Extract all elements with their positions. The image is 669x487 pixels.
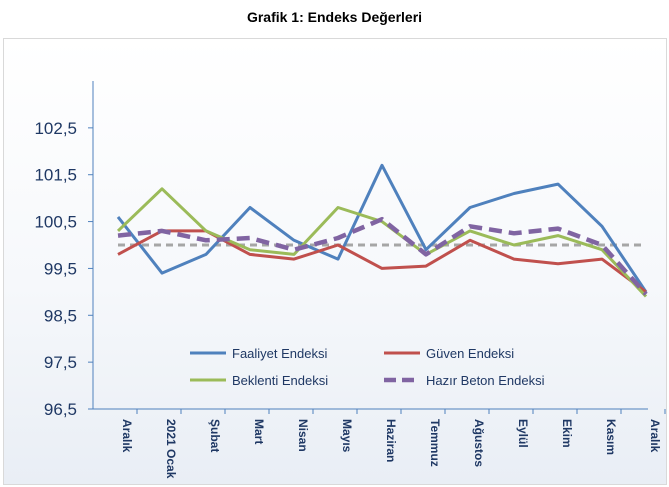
- legend-label: Faaliyet Endeksi: [232, 346, 327, 361]
- x-tick-label: 2021 Ocak: [164, 419, 178, 479]
- x-tick-label: Haziran: [384, 419, 398, 462]
- x-tick-label: Ağustos: [472, 419, 486, 467]
- x-tick-label: Ekim: [560, 419, 574, 448]
- line-chart: 96,5 97,5 98,5 99,5 100,5 101,5 102,5 Aralık 202…: [34, 81, 666, 479]
- legend-label: Güven Endeksi: [426, 346, 514, 361]
- y-tick-label: 100,5: [34, 213, 77, 232]
- y-tick-label: 96,5: [44, 400, 77, 419]
- x-tick-label: Şubat: [208, 419, 222, 452]
- series-layer: [116, 163, 648, 298]
- x-tick-label: Nisan: [296, 419, 310, 452]
- y-tick-label: 97,5: [44, 353, 77, 372]
- page-title: Grafik 1: Endeks Değerleri: [246, 9, 423, 25]
- x-tick-label: Kasım: [604, 419, 618, 455]
- y-tick-label: 102,5: [34, 119, 77, 138]
- x-tick-label: Mayıs: [340, 419, 354, 453]
- x-tick-label: Temmuz: [428, 419, 442, 467]
- series-line-3: [117, 216, 648, 296]
- y-tick-label: 101,5: [34, 166, 77, 185]
- series-line-0: [116, 163, 648, 293]
- legend-label: Beklenti Endeksi: [232, 373, 328, 388]
- x-tick-label: Aralık: [120, 419, 134, 453]
- series-line-2: [116, 187, 648, 298]
- legend-label: Hazır Beton Endeksi: [426, 373, 545, 388]
- x-tick-label: Aralık: [648, 419, 662, 453]
- x-tick-label: Eylül: [516, 419, 530, 448]
- axes: 96,5 97,5 98,5 99,5 100,5 101,5 102,5 Aralık 202…: [34, 81, 666, 479]
- y-tick-label: 98,5: [44, 306, 77, 325]
- chart-frame: 96,5 97,5 98,5 99,5 100,5 101,5 102,5 Aralık 202…: [3, 38, 667, 485]
- x-tick-label: Mart: [252, 419, 266, 444]
- legend: Faaliyet Endeksi Güven Endeksi Beklenti En…: [190, 346, 545, 388]
- y-tick-label: 99,5: [44, 259, 77, 278]
